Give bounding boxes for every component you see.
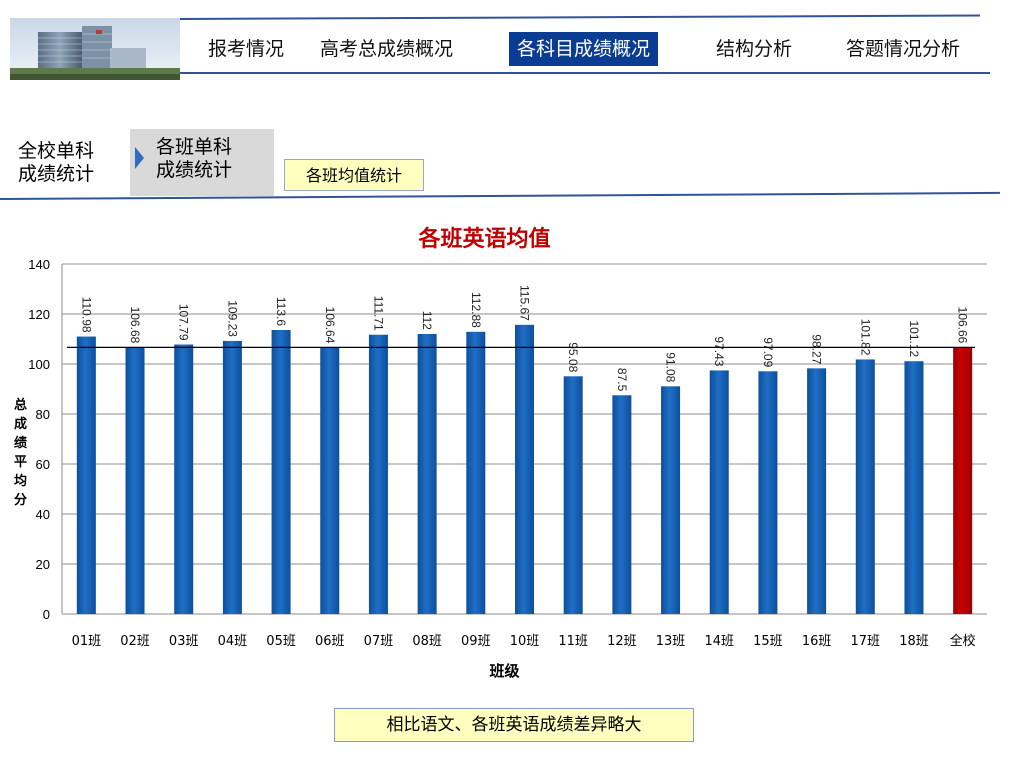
- data-label: 91.08: [664, 352, 678, 382]
- data-label: 115.67: [518, 285, 532, 321]
- x-tick-label: 15班: [753, 634, 783, 649]
- bar: [174, 344, 194, 614]
- building-logo-image: [10, 18, 180, 80]
- bar: [807, 368, 827, 614]
- bar: [612, 395, 632, 614]
- side-item-label: 成绩统计: [156, 159, 233, 181]
- data-label: 101.82: [858, 319, 872, 356]
- x-tick-label: 全校: [950, 633, 976, 649]
- nav-tab-answer-analysis[interactable]: 答题情况分析: [846, 38, 961, 60]
- data-label: 95.08: [566, 342, 580, 372]
- data-label: 112.88: [469, 292, 483, 328]
- x-tick-label: 08班: [412, 634, 442, 649]
- y-tick-label: 40: [36, 507, 50, 522]
- data-label: 87.5: [615, 368, 629, 392]
- side-item-label: 成绩统计: [18, 163, 95, 185]
- x-tick-label: 05班: [266, 634, 296, 649]
- x-tick-label: 09班: [461, 634, 491, 649]
- bar: [709, 370, 729, 614]
- bar: [466, 331, 486, 614]
- bar: [368, 334, 388, 614]
- nav-tab-total-score-overview[interactable]: 高考总成绩概况: [320, 38, 454, 60]
- bar: [271, 330, 291, 614]
- data-label: 109.23: [225, 300, 239, 337]
- x-tick-label: 12班: [607, 634, 637, 649]
- footer-note: 相比语文、各班英语成绩差异略大: [334, 708, 694, 742]
- x-tick-label: 16班: [802, 634, 832, 649]
- y-tick-label: 0: [43, 607, 50, 622]
- y-tick-label: 140: [28, 257, 50, 272]
- data-label: 107.79: [177, 304, 191, 341]
- nav-bottom-rule: [180, 72, 990, 74]
- x-tick-label: 01班: [72, 634, 102, 649]
- data-label: 97.09: [761, 337, 775, 367]
- data-label: 101.12: [907, 320, 921, 357]
- x-tick-label: 02班: [120, 634, 150, 649]
- nav-tab-registration[interactable]: 报考情况: [208, 38, 285, 60]
- x-tick-label: 14班: [704, 634, 734, 649]
- x-tick-label: 06班: [315, 634, 345, 649]
- x-tick-label: 04班: [218, 634, 248, 649]
- nav-tab-structure-analysis[interactable]: 结构分析: [716, 38, 793, 60]
- bar: [320, 347, 340, 614]
- chart-title: 各班英语均值: [417, 226, 550, 252]
- bar-highlight: [953, 347, 973, 614]
- y-tick-label: 120: [28, 307, 50, 322]
- bar: [417, 334, 437, 614]
- bar: [758, 371, 778, 614]
- side-item-school-single-subject[interactable]: 全校单科 成绩统计: [18, 140, 94, 186]
- data-label: 113.6: [274, 297, 288, 326]
- bar: [222, 340, 242, 614]
- data-label: 106.68: [128, 307, 142, 344]
- nav-top-rule: [179, 14, 980, 20]
- x-tick-label: 17班: [851, 634, 881, 649]
- data-label: 106.66: [956, 307, 970, 344]
- data-label: 97.43: [712, 336, 726, 366]
- class-mean-stat-button[interactable]: 各班均值统计: [284, 159, 424, 191]
- data-label: 111.71: [371, 296, 385, 331]
- x-tick-label: 07班: [364, 634, 394, 649]
- english-mean-bar-chart: 各班英语均值 0 20 40 60 80 100 120 140 总成绩平均分 01班 110.98 0…: [14, 226, 987, 680]
- y-tick-label: 100: [28, 357, 50, 372]
- side-item-label: 全校单科: [18, 140, 95, 162]
- x-tick-label: 13班: [656, 634, 686, 649]
- data-label: 98.27: [810, 334, 824, 364]
- x-tick-label: 10班: [510, 634, 540, 649]
- bar: [904, 361, 924, 614]
- data-label: 106.64: [323, 307, 337, 344]
- side-item-class-single-subject[interactable]: 各班单科 成绩统计: [156, 136, 232, 182]
- data-label: 112: [420, 311, 434, 330]
- arrow-right-icon: [135, 147, 144, 169]
- nav-tab-subject-score-overview[interactable]: 各科目成绩概况: [509, 32, 659, 66]
- y-tick-label: 80: [36, 407, 50, 422]
- x-tick-label: 11班: [558, 634, 588, 649]
- bar: [563, 376, 583, 614]
- y-tick-label: 60: [36, 457, 50, 472]
- side-item-label: 各班单科: [156, 136, 233, 158]
- bar: [76, 336, 96, 614]
- data-label: 110.98: [79, 297, 93, 333]
- side-item-class-bg: [130, 129, 274, 196]
- y-axis-label: 总成绩平均分: [14, 397, 27, 508]
- bar: [515, 324, 534, 614]
- x-tick-label: 03班: [169, 634, 199, 649]
- bar: [855, 359, 875, 614]
- x-tick-label: 18班: [899, 634, 929, 649]
- bar: [661, 386, 681, 614]
- x-axis-label: 班级: [489, 662, 520, 680]
- bar: [125, 347, 145, 614]
- y-tick-label: 20: [36, 557, 50, 572]
